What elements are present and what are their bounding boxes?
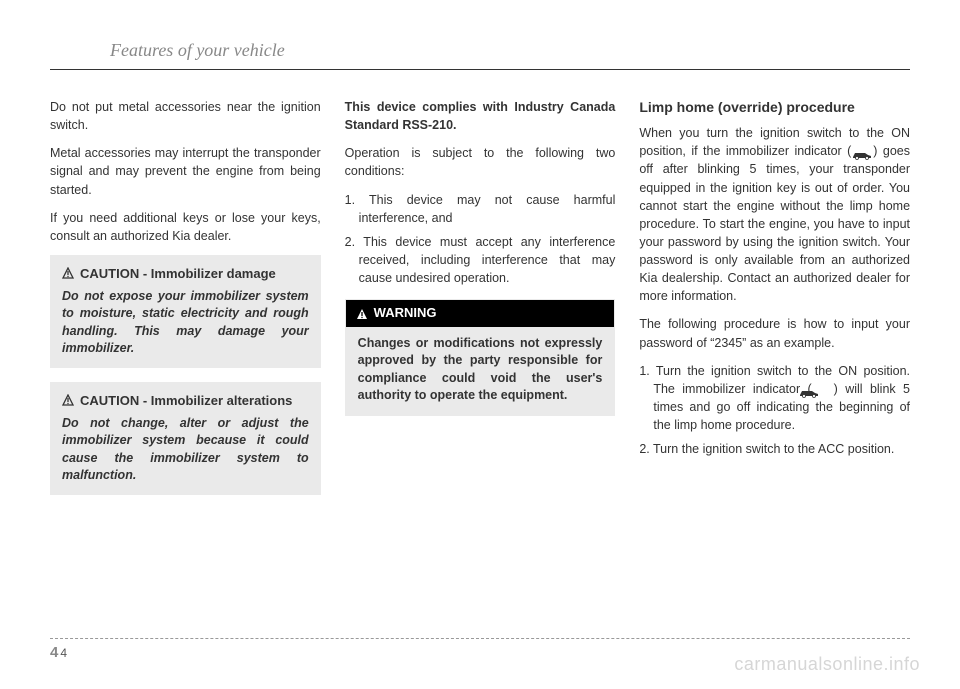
caution-sub: - Immobilizer damage	[143, 266, 276, 281]
col2-condition-2: 2. This device must accept any interfere…	[345, 233, 616, 287]
col3-heading: Limp home (override) procedure	[639, 98, 910, 116]
warning-label: WARNING	[374, 304, 437, 323]
caution-body-alterations: Do not change, alter or adjust the immob…	[62, 415, 309, 485]
col1-para-3: If you need additional keys or lose your…	[50, 209, 321, 245]
column-1: Do not put metal accessories near the ig…	[50, 98, 321, 509]
warning-body: Changes or modifications not expressly a…	[346, 327, 615, 415]
page-header-title: Features of your vehicle	[50, 40, 910, 70]
caution-triangle-icon	[62, 394, 74, 406]
col3-step-2: 2. Turn the ignition switch to the ACC p…	[639, 440, 910, 458]
immobilizer-indicator-icon	[812, 385, 834, 395]
caution-body-damage: Do not expose your immobilizer system to…	[62, 288, 309, 358]
col3-para-1: When you turn the ignition switch to the…	[639, 124, 910, 305]
col3-para-2: The following procedure is how to input …	[639, 315, 910, 351]
caution-label: CAUTION	[80, 266, 139, 281]
manual-page: Features of your vehicle Do not put meta…	[0, 0, 960, 689]
warning-triangle-icon	[356, 308, 368, 320]
caution-box-damage: CAUTION - Immobilizer damage Do not expo…	[50, 255, 321, 368]
column-2: This device complies with Industry Canad…	[345, 98, 616, 509]
column-3: Limp home (override) procedure When you …	[639, 98, 910, 509]
col3-step-1: 1. Turn the ignition switch to the ON po…	[639, 362, 910, 435]
caution-title-damage: CAUTION - Immobilizer damage	[62, 265, 309, 284]
caution-triangle-icon	[62, 267, 74, 279]
caution-title-alterations: CAUTION - Immobilizer alterations	[62, 392, 309, 411]
watermark-text: carmanualsonline.info	[734, 654, 920, 675]
page-number-value: 4	[60, 646, 67, 660]
caution-box-alterations: CAUTION - Immobilizer alterations Do not…	[50, 382, 321, 495]
footer-rule	[50, 638, 910, 643]
caution-sub: - Immobilizer alterations	[143, 393, 293, 408]
warning-title: WARNING	[346, 300, 615, 327]
page-number: 44	[50, 644, 67, 661]
col2-para-1: This device complies with Industry Canad…	[345, 98, 616, 134]
caution-label: CAUTION	[80, 393, 139, 408]
section-number: 4	[50, 644, 58, 661]
col2-conditions-list: 1. This device may not cause harmful int…	[345, 191, 616, 288]
col2-condition-1: 1. This device may not cause harmful int…	[345, 191, 616, 227]
col1-para-1: Do not put metal accessories near the ig…	[50, 98, 321, 134]
immobilizer-indicator-icon	[851, 147, 873, 157]
col2-para-2: Operation is subject to the following tw…	[345, 144, 616, 180]
content-columns: Do not put metal accessories near the ig…	[50, 98, 910, 509]
col1-para-2: Metal accessories may interrupt the tran…	[50, 144, 321, 198]
col3-p1-text-b: ) goes off after blinking 5 times, your …	[639, 144, 910, 303]
warning-box: WARNING Changes or modifications not exp…	[345, 299, 616, 416]
col3-steps-list: 1. Turn the ignition switch to the ON po…	[639, 362, 910, 459]
